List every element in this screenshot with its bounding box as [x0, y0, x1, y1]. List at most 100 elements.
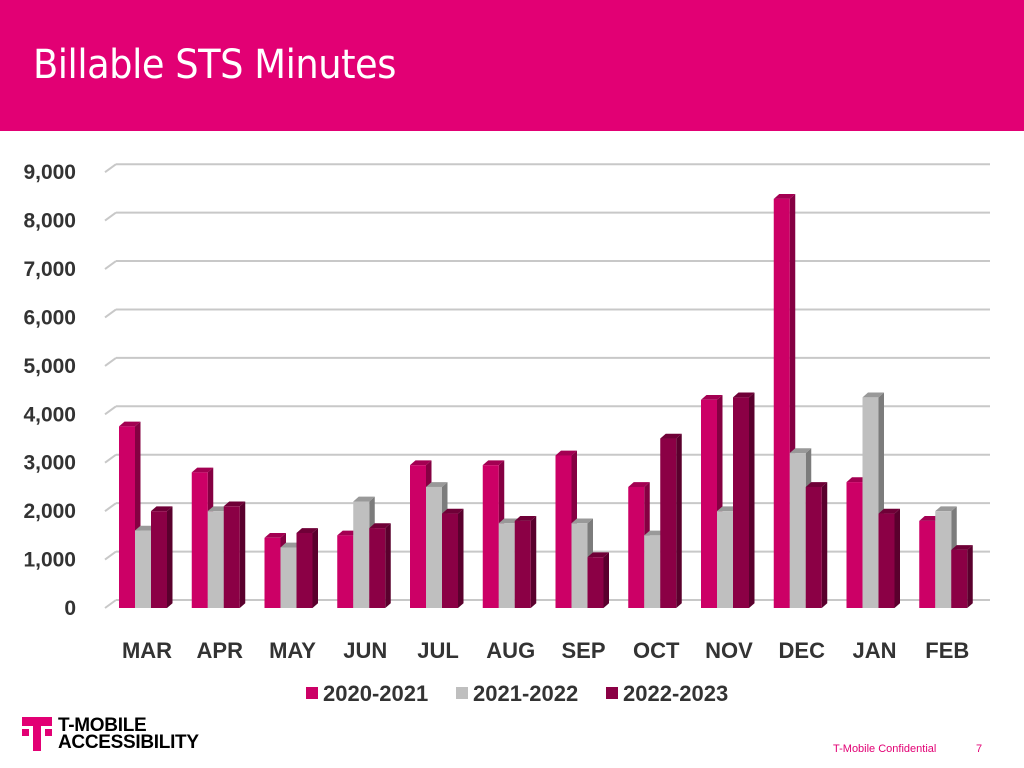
bar-2021-2022-MAY [280, 547, 297, 608]
x-tick-label: JUN [343, 638, 387, 663]
bar-side [749, 392, 755, 608]
bar-2021-2022-SEP [571, 523, 588, 608]
x-tick-label: OCT [633, 638, 680, 663]
x-tick-label: FEB [925, 638, 969, 663]
bar-2020-2021-APR [191, 472, 208, 608]
x-tick-label: DEC [779, 638, 826, 663]
bar-2021-2022-NOV [717, 511, 733, 608]
bar-2022-2023-OCT [660, 438, 677, 608]
y-tick-label: 2,000 [23, 500, 76, 523]
y-tick-label: 7,000 [23, 258, 76, 281]
gridline-depth [104, 550, 117, 561]
bar-2021-2022-JUL [426, 486, 442, 608]
bar-top [935, 506, 957, 512]
bar-top [862, 392, 884, 398]
bar-top [773, 194, 796, 199]
legend-label: 2020-2021 [323, 681, 428, 706]
x-tick-label: NOV [705, 638, 753, 663]
y-tick-label: 4,000 [23, 403, 76, 426]
gridline-depth [104, 357, 117, 367]
bar-2022-2023-JUN [369, 528, 386, 608]
bar-2020-2021-DEC [773, 198, 790, 609]
bar-side [676, 433, 682, 608]
bar-2022-2023-DEC [805, 486, 822, 608]
bar-2022-2023-FEB [951, 549, 968, 608]
bar-2021-2022-DEC [789, 453, 806, 608]
legend-swatch [306, 687, 318, 699]
bar-top [296, 528, 318, 533]
x-tick-label: SEP [561, 638, 605, 663]
bar-top [223, 501, 246, 507]
bar-top [951, 545, 973, 550]
bar-2020-2021-SEP [555, 455, 572, 608]
bar-2021-2022-AUG [498, 523, 515, 608]
bar-2021-2022-JAN [862, 397, 879, 608]
gridline-depth [104, 599, 117, 609]
bar-2022-2023-MAR [151, 511, 167, 608]
bar-2020-2021-JAN [846, 482, 863, 608]
bar-2020-2021-JUL [410, 465, 426, 608]
bar-side [967, 545, 973, 608]
gridline-depth [104, 502, 117, 512]
bar-top [151, 506, 173, 512]
header-bar [0, 0, 1024, 131]
x-tick-label: MAR [122, 638, 172, 663]
legend-label: 2022-2023 [623, 681, 728, 706]
bar-top [191, 467, 214, 473]
x-tick-label: AUG [486, 638, 535, 663]
bar-chart: 0 1,000 2,000 3,000 4,000 5,000 6,000 7,000 8,00… [23, 161, 990, 706]
bar-2021-2022-JUN [353, 501, 370, 608]
bar-side [894, 508, 900, 608]
bar-top [482, 460, 505, 466]
bar-side [312, 528, 318, 608]
logo-line-1: T-MOBILE [58, 715, 147, 736]
y-tick-label: 9,000 [23, 161, 76, 184]
x-tick-label: JUL [417, 638, 459, 663]
bar-2021-2022-MAR [135, 530, 151, 608]
gridline-depth [104, 260, 117, 270]
bar-side [239, 501, 246, 608]
bar-2020-2021-AUG [482, 465, 499, 608]
bar-top [555, 450, 577, 456]
bar-side [821, 482, 828, 608]
legend-swatch [606, 687, 618, 699]
bar-side [603, 552, 609, 608]
bar-2022-2023-JAN [878, 513, 895, 608]
bar-top [442, 508, 464, 514]
bar-2020-2021-MAY [264, 537, 281, 608]
bar-top [426, 482, 448, 487]
bar-top [660, 433, 682, 439]
bar-2020-2021-NOV [701, 399, 717, 608]
bar-2020-2021-OCT [628, 486, 645, 608]
page-number: 7 [976, 743, 983, 755]
x-tick-label: JAN [852, 638, 896, 663]
bar-top [119, 421, 141, 427]
bar-top [369, 523, 391, 529]
legend-swatch [456, 687, 468, 699]
bar-2022-2023-NOV [733, 397, 749, 608]
y-tick-label: 3,000 [23, 452, 76, 475]
bar-top [514, 516, 537, 521]
bar-top [628, 482, 650, 487]
y-tick-label: 6,000 [23, 306, 76, 329]
gridline-depth [104, 211, 117, 222]
bar-side [167, 506, 173, 608]
logo-line-2: ACCESSIBILITY [58, 732, 199, 753]
bar-2022-2023-SEP [587, 557, 604, 608]
bar-top [878, 508, 900, 514]
y-tick-label: 8,000 [23, 210, 76, 233]
y-tick-label: 0 [64, 597, 76, 620]
bar-side [458, 508, 464, 608]
t-mobile-accessibility-logo: T-MOBILE ACCESSIBILITY [22, 715, 199, 753]
bar-2022-2023-APR [223, 506, 240, 608]
gridline-depth [104, 453, 117, 464]
slide-title: Billable STS Minutes [33, 42, 396, 88]
bar-2022-2023-JUL [442, 513, 458, 608]
bar-top [789, 448, 812, 454]
bar-top [733, 392, 755, 398]
bar-top [805, 482, 828, 487]
bar-top [410, 460, 432, 466]
logo-text: T-MOBILE ACCESSIBILITY [58, 715, 199, 753]
y-tick-label: 1,000 [23, 549, 76, 572]
bar-2020-2021-MAR [119, 426, 135, 608]
